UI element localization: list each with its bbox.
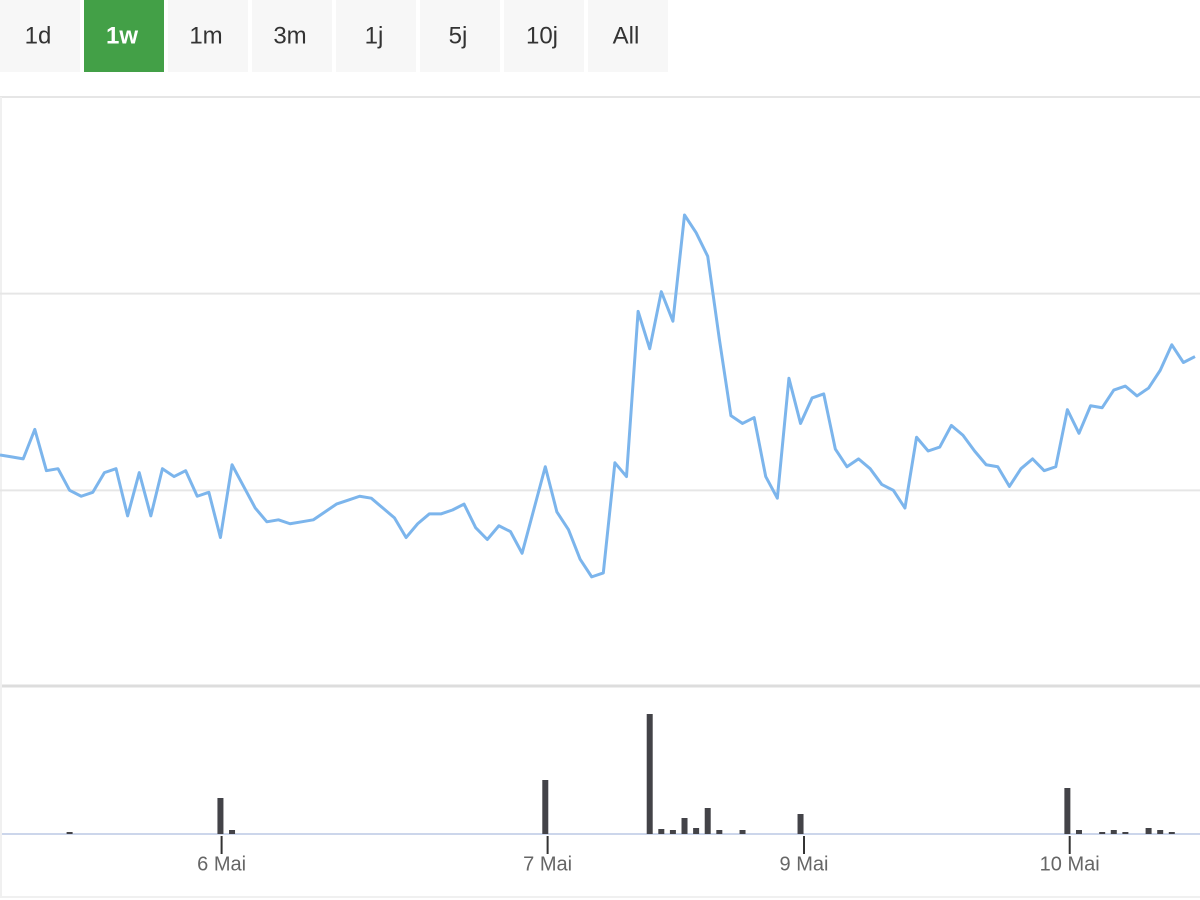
range-button[interactable]: 1j: [336, 0, 416, 72]
x-tick-label: 10 Mai: [1040, 853, 1100, 875]
volume-bar: [797, 814, 804, 834]
volume-bar: [1168, 832, 1175, 834]
volume-bar: [1122, 832, 1129, 834]
volume-bar: [646, 714, 653, 834]
button-background: [336, 0, 416, 72]
button-label: 3m: [273, 22, 306, 49]
x-tick-label: 9 Mai: [780, 853, 829, 875]
button-background: [84, 0, 164, 72]
x-tick-label: 6 Mai: [197, 853, 246, 875]
volume-bar: [669, 830, 676, 834]
volume-bar: [66, 832, 73, 834]
volume-bar: [1145, 828, 1152, 834]
button-background: [504, 0, 584, 72]
volume-bar: [681, 818, 688, 834]
volume-bar: [1064, 788, 1071, 834]
button-background: [168, 0, 248, 72]
volume-bar: [739, 830, 746, 834]
price-line: [0, 213, 1196, 579]
volume-bar: [229, 830, 236, 834]
range-button[interactable]: All: [588, 0, 668, 72]
button-label: 5j: [449, 22, 468, 49]
button-background: [588, 0, 668, 72]
range-button[interactable]: 10j: [504, 0, 584, 72]
volume-bar: [1075, 830, 1082, 834]
volume-bar: [704, 808, 711, 834]
range-button[interactable]: 5j: [420, 0, 500, 72]
button-label: 1d: [25, 22, 52, 49]
volume-bar: [542, 780, 549, 834]
button-label: 10j: [526, 22, 558, 49]
button-label: 1j: [365, 22, 384, 49]
volume-bar: [693, 828, 700, 834]
range-button[interactable]: 1w: [84, 0, 164, 72]
volume-bar: [1099, 832, 1106, 834]
button-label: 1m: [189, 22, 222, 49]
range-button[interactable]: 3m: [252, 0, 332, 72]
volume-bar: [1110, 830, 1117, 834]
button-background: [0, 0, 80, 72]
range-button[interactable]: 1d: [0, 0, 80, 72]
x-tick-label: 7 Mai: [523, 853, 572, 875]
button-background: [252, 0, 332, 72]
volume-bar: [658, 829, 665, 834]
volume-bar: [217, 798, 224, 834]
volume-bar: [1157, 830, 1164, 834]
volume-bar: [716, 830, 723, 834]
button-label: All: [613, 22, 640, 49]
button-background: [420, 0, 500, 72]
range-button[interactable]: 1m: [168, 0, 248, 72]
button-label: 1w: [106, 22, 138, 49]
